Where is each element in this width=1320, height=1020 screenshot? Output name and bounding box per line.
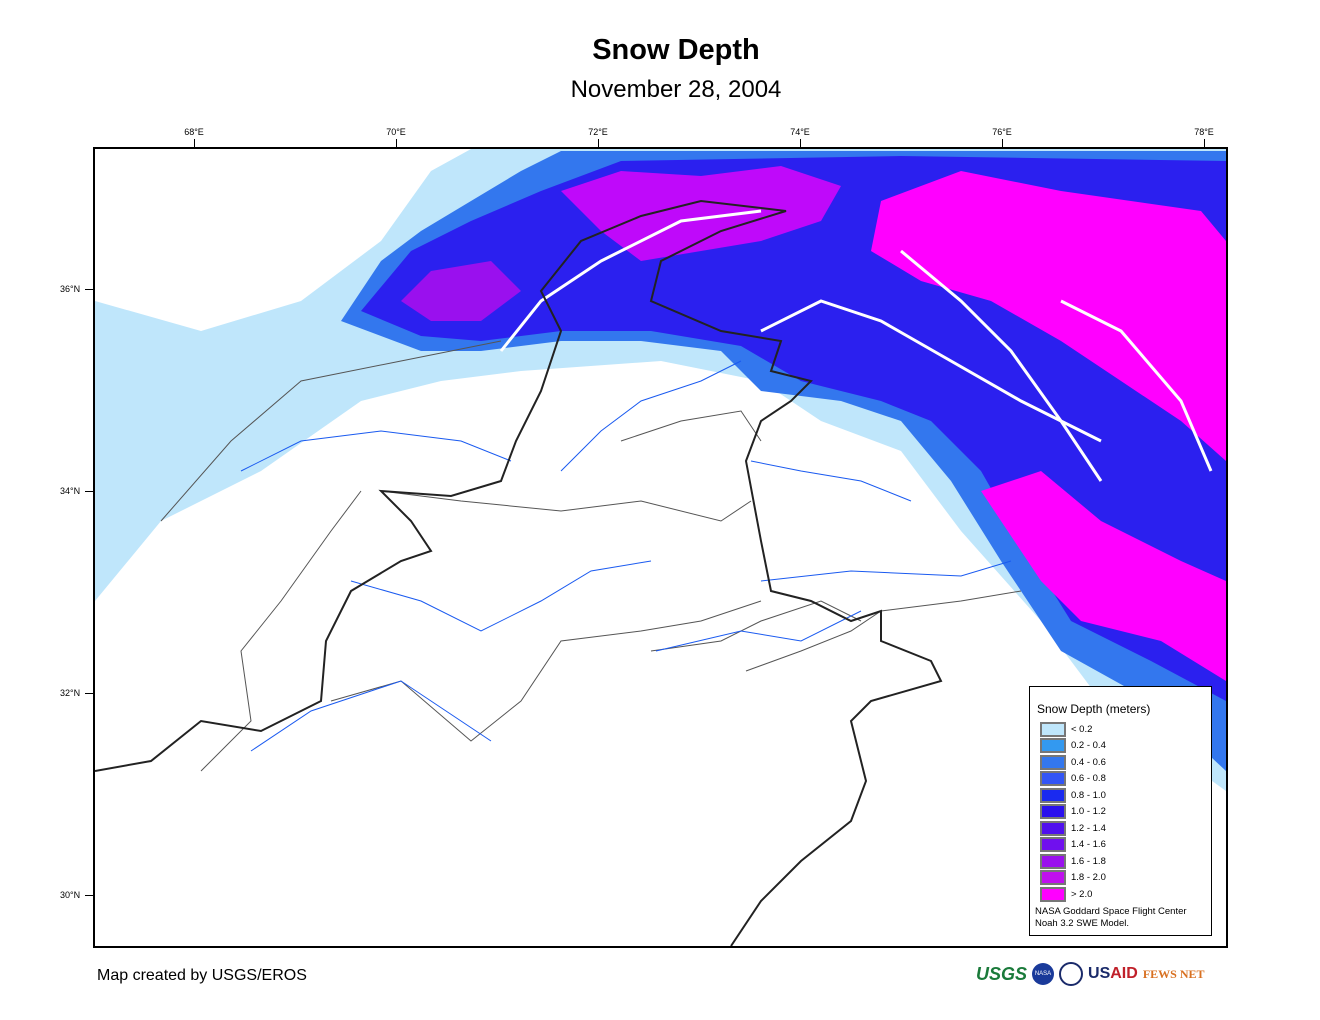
legend-swatch — [1040, 738, 1066, 753]
legend-source: NASA Goddard Space Flight Center — [1035, 906, 1187, 917]
legend-item: 0.6 - 0.8 — [1040, 771, 1106, 786]
lat-tick-label: 34°N — [60, 486, 81, 496]
legend-swatch — [1040, 837, 1066, 852]
legend-item: 1.6 - 1.8 — [1040, 853, 1106, 869]
legend-item: 1.4 - 1.6 — [1040, 837, 1106, 852]
legend-item: > 2.0 — [1040, 886, 1093, 902]
lon-tick — [1204, 139, 1205, 148]
legend-source: Noah 3.2 SWE Model. — [1035, 918, 1129, 929]
legend-label: > 2.0 — [1071, 888, 1093, 900]
lon-tick-label: 70°E — [386, 127, 406, 137]
legend-label: < 0.2 — [1071, 723, 1093, 735]
usaid-logo: USAID — [1088, 965, 1138, 982]
legend-label: 1.2 - 1.4 — [1071, 822, 1106, 834]
usaid-seal-icon — [1059, 962, 1084, 986]
legend-item: < 0.2 — [1040, 721, 1093, 737]
legend-swatch — [1040, 820, 1066, 836]
legend-swatch — [1040, 754, 1066, 770]
usgs-logo: USGS — [976, 963, 1028, 984]
legend-swatch — [1040, 721, 1066, 737]
lon-tick — [194, 139, 195, 148]
fews-net-logo: FEWS NET — [1142, 966, 1205, 981]
lat-tick — [85, 693, 94, 694]
lon-tick — [396, 139, 397, 148]
rivers — [240, 360, 1012, 752]
legend-swatch — [1040, 886, 1066, 902]
map-date: November 28, 2004 — [570, 76, 782, 103]
legend-swatch — [1040, 870, 1066, 885]
lat-tick-label: 32°N — [60, 688, 81, 698]
legend-swatch — [1040, 853, 1066, 869]
map-canvas — [95, 149, 1226, 946]
legend-label: 0.2 - 0.4 — [1071, 740, 1106, 751]
lon-tick-label: 72°E — [588, 127, 608, 137]
international-border — [95, 199, 943, 946]
legend-item: 0.4 - 0.6 — [1040, 754, 1106, 770]
map-title: Snow Depth — [592, 34, 760, 66]
lat-tick-label: 30°N — [60, 890, 81, 900]
map-credit: Map created by USGS/EROS — [97, 967, 307, 984]
river-valleys — [499, 209, 1213, 482]
legend-label: 1.8 - 2.0 — [1071, 872, 1106, 883]
legend-label: 1.6 - 1.8 — [1071, 855, 1106, 867]
legend-swatch — [1040, 771, 1066, 786]
snow-max-region — [981, 471, 1226, 681]
legend-label: 0.4 - 0.6 — [1071, 756, 1106, 768]
lon-tick — [800, 139, 801, 148]
legend-item: 0.2 - 0.4 — [1040, 738, 1106, 753]
lat-tick — [85, 289, 94, 290]
legend-label: 0.6 - 0.8 — [1071, 773, 1106, 784]
lon-tick-label: 74°E — [790, 127, 810, 137]
nasa-logo: NASA — [1032, 963, 1055, 985]
snow-max-region — [871, 171, 1226, 461]
snow-very-deep-region — [401, 261, 521, 321]
legend-title: Snow Depth (meters) — [1037, 702, 1151, 716]
snow-max-region — [561, 166, 841, 261]
legend-swatch — [1040, 787, 1066, 803]
legend-label: 0.8 - 1.0 — [1071, 789, 1106, 801]
lon-tick-label: 78°E — [1194, 127, 1214, 137]
partner-logos: USGS NASA USAID FEWS NET — [976, 962, 1205, 986]
lon-tick — [1002, 139, 1003, 148]
legend-label: 1.0 - 1.2 — [1071, 806, 1106, 817]
legend-item: 0.8 - 1.0 — [1040, 787, 1106, 803]
lat-tick — [85, 895, 94, 896]
basin-boundaries — [160, 340, 1022, 772]
lon-tick-label: 76°E — [992, 127, 1012, 137]
lon-tick-label: 68°E — [184, 127, 204, 137]
lat-tick-label: 36°N — [60, 284, 81, 294]
legend-swatch — [1040, 804, 1066, 819]
legend-label: 1.4 - 1.6 — [1071, 839, 1106, 850]
legend-item: 1.2 - 1.4 — [1040, 820, 1106, 836]
legend-item: 1.8 - 2.0 — [1040, 870, 1106, 885]
lon-tick — [598, 139, 599, 148]
legend-item: 1.0 - 1.2 — [1040, 804, 1106, 819]
map-legend: Snow Depth (meters) < 0.2 0.2 - 0.4 0.4 - … — [1029, 686, 1212, 936]
lat-tick — [85, 491, 94, 492]
